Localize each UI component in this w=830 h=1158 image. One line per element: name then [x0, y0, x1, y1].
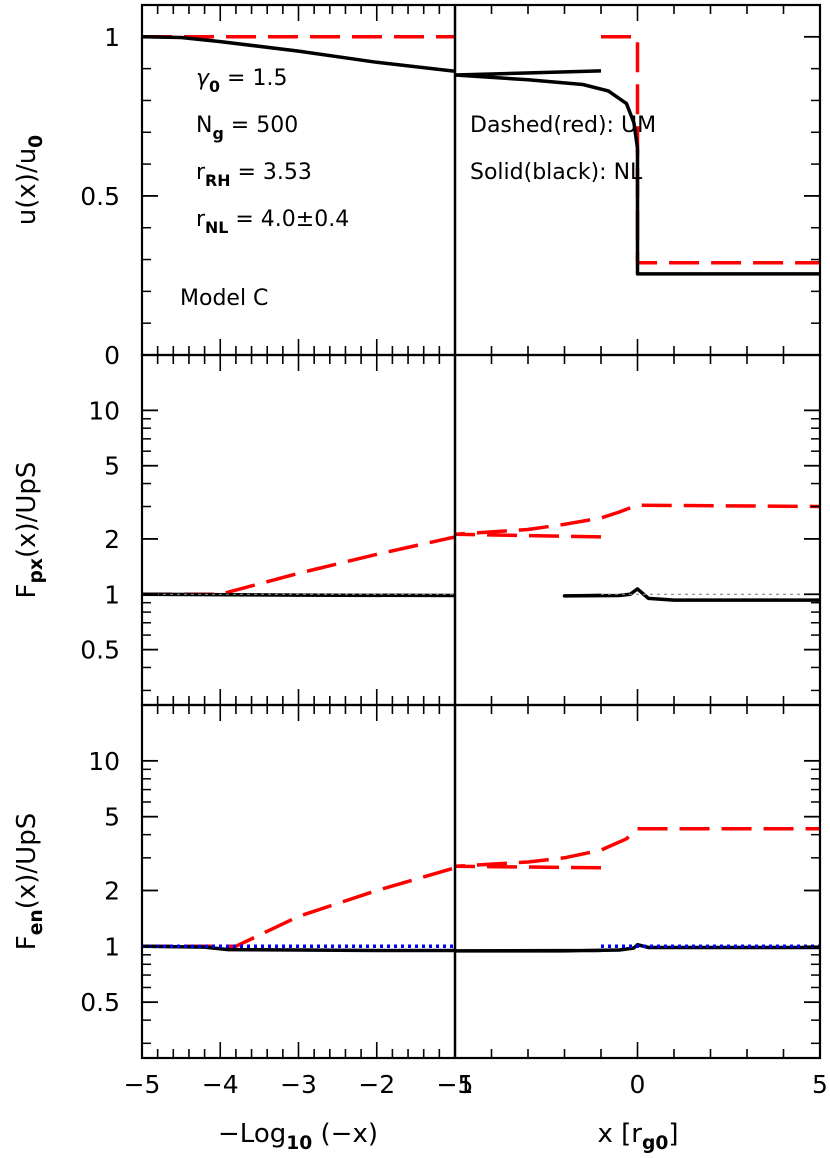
- x-tick-label: −2: [358, 1070, 395, 1099]
- y-axis-title: Fpx(x)/UpS: [12, 462, 47, 599]
- series-UM-left-line: [142, 535, 455, 597]
- y-tick-label: 2: [104, 525, 120, 554]
- series-UM-right-line: [601, 35, 820, 265]
- series-UM-right-line: [455, 503, 820, 539]
- x-tick-label: −3: [280, 1070, 317, 1099]
- x-tick-label: −5: [124, 1070, 161, 1099]
- y-axis-title: u(x)/u0: [12, 135, 47, 225]
- panel-top: 0 0.5 1 u(x)/u0 γ0 = 1.5 Ng = 500 rRH = 3.53 rN…: [12, 3, 822, 370]
- y-tick-label: 1: [104, 23, 120, 52]
- annotation-label: rRH = 3.53: [196, 160, 312, 190]
- y-tick-label: 5: [104, 803, 120, 832]
- series-NL-left-line: [142, 592, 455, 598]
- y-tick-label: 1: [104, 932, 120, 961]
- y-tick-label: 2: [104, 876, 120, 905]
- annotation-label: rNL = 4.0±0.4: [196, 207, 349, 237]
- x-tick-label: −1: [437, 1070, 474, 1099]
- x-tick-label: 0: [630, 1070, 646, 1099]
- y-tick-label: 5: [104, 452, 120, 481]
- x-tick-label: −4: [202, 1070, 239, 1099]
- series-NL-right-line: [455, 942, 820, 953]
- x-tick-label: 5: [812, 1070, 828, 1099]
- legend-entry: Solid(black): NL: [470, 160, 643, 185]
- series-NL-right-line: [455, 69, 820, 276]
- y-tick-label: 10: [88, 747, 120, 776]
- y-tick-label: 0: [104, 341, 120, 370]
- y-tick-label: 10: [88, 396, 120, 425]
- legend-entry: Dashed(red): UM: [470, 113, 656, 138]
- series-NL-left-line: [142, 35, 455, 73]
- y-tick-label: 0.5: [80, 636, 120, 665]
- x-axis-title-right: x [rg0]: [597, 1119, 678, 1154]
- x-tick-label: −5: [437, 1070, 474, 1099]
- y-axis-title: Fen(x)/UpS: [12, 813, 47, 950]
- series-UM-left-line: [142, 866, 455, 949]
- series-NL-right-line: [562, 587, 820, 602]
- series-UM-right-line: [455, 827, 820, 870]
- annotation-label: γ0 = 1.5: [196, 66, 287, 96]
- y-tick-label: 1: [104, 580, 120, 609]
- y-tick-label: 0.5: [80, 182, 120, 211]
- y-tick-label: 0.5: [80, 988, 120, 1017]
- annotation-label: Ng = 500: [196, 113, 298, 143]
- x-axis-title-left: −Log10 (−x): [218, 1119, 378, 1154]
- series-NL-left-line: [142, 944, 455, 953]
- panel-middle: 0.5 1 2 5 10 Fpx(x)/UpS: [12, 353, 822, 707]
- panel-frame: [140, 353, 822, 707]
- model-label: Model C: [180, 286, 268, 311]
- panel-frame: [140, 703, 822, 1060]
